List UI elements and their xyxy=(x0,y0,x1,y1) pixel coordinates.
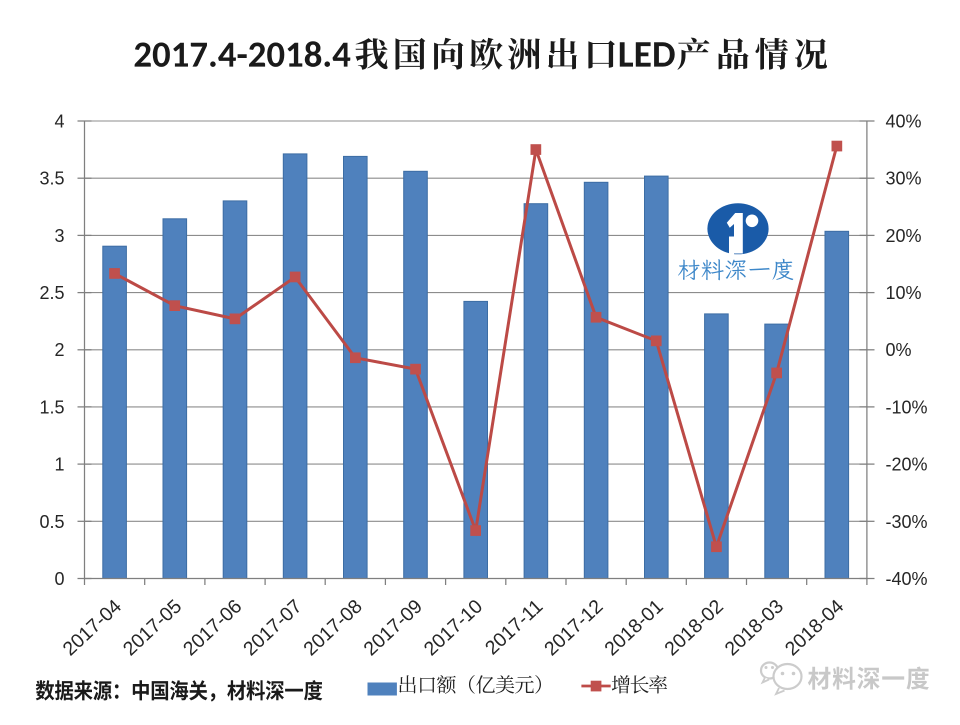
svg-text:2.5: 2.5 xyxy=(39,283,64,303)
svg-text:-30%: -30% xyxy=(886,512,928,532)
svg-text:2: 2 xyxy=(54,340,64,360)
svg-text:-40%: -40% xyxy=(886,569,928,589)
svg-text:3.5: 3.5 xyxy=(39,169,64,189)
svg-text:30%: 30% xyxy=(886,169,922,189)
svg-text:40%: 40% xyxy=(886,112,922,132)
svg-text:3: 3 xyxy=(54,226,64,246)
svg-text:1: 1 xyxy=(54,455,64,475)
svg-text:1.5: 1.5 xyxy=(39,397,64,417)
svg-text:0: 0 xyxy=(54,569,64,589)
svg-text:10%: 10% xyxy=(886,283,922,303)
svg-text:-10%: -10% xyxy=(886,397,928,417)
svg-text:4: 4 xyxy=(54,112,64,132)
svg-text:-20%: -20% xyxy=(886,455,928,475)
svg-text:20%: 20% xyxy=(886,226,922,246)
svg-text:0%: 0% xyxy=(886,340,912,360)
svg-text:0.5: 0.5 xyxy=(39,512,64,532)
